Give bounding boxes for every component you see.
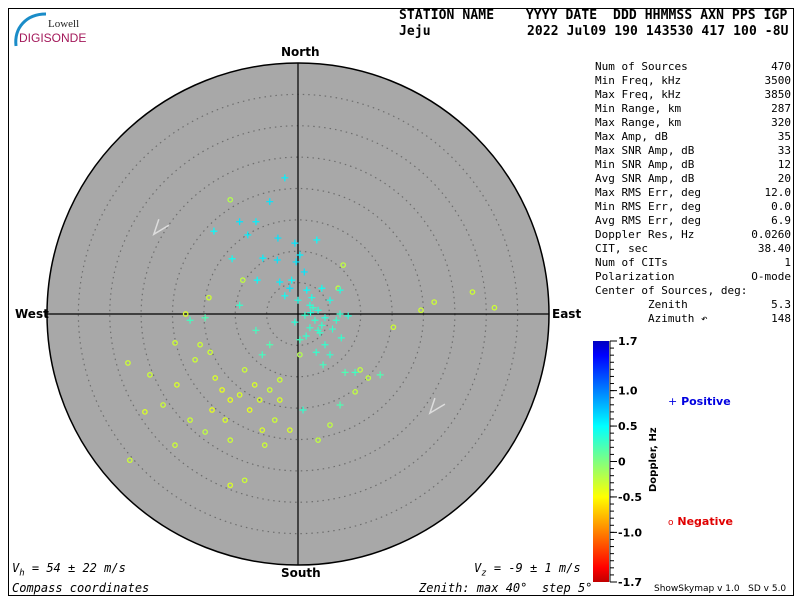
stat-label: Max Range, km xyxy=(595,116,682,129)
stat-row: Avg RMS Err, deg 6.9 xyxy=(595,214,791,228)
vh-value: = 54 ± 22 m/s xyxy=(24,561,126,575)
stat-label: Center of Sources, deg: xyxy=(595,284,748,297)
colorbar-tick-label: 0.5 xyxy=(618,420,638,433)
colorbar-tick-label: 1.0 xyxy=(618,385,638,398)
vertical-velocity: Vz = -9 ± 1 m/s xyxy=(474,561,581,578)
stat-label: CIT, sec xyxy=(595,242,648,255)
doppler-colorbar: 1.7 1.0 0.5 0 -0.5 -1.0 -1.7 xyxy=(593,335,642,589)
stat-label: Doppler Res, Hz xyxy=(595,228,695,241)
stat-row: Max Freq, kHz 3850 xyxy=(595,88,791,102)
legend-positive: + Positive xyxy=(668,395,731,408)
colorbar-fill xyxy=(593,341,609,582)
east-label: East xyxy=(552,307,582,321)
stat-value: 1 xyxy=(784,256,791,269)
vh-symbol: V xyxy=(12,561,20,575)
stat-row: Min Range, km 287 xyxy=(595,102,791,116)
stat-row: Doppler Res, Hz 0.0260 xyxy=(595,228,791,242)
stat-row: Min SNR Amp, dB 12 xyxy=(595,158,791,172)
vz-symbol: V xyxy=(474,561,482,575)
stat-row: Num of CITs 1 xyxy=(595,256,791,270)
stat-label: Max SNR Amp, dB xyxy=(595,144,695,157)
stat-label: Min Freq, kHz xyxy=(595,74,682,87)
figure-frame xyxy=(8,8,794,596)
stat-label: Avg RMS Err, deg xyxy=(595,214,701,227)
horizontal-velocity: Vh = 54 ± 22 m/s xyxy=(12,561,126,578)
stat-value: 6.9 xyxy=(771,214,791,227)
stat-label: Polarization xyxy=(595,270,675,283)
stat-value: 38.40 xyxy=(757,242,791,255)
stat-label: Num of CITs xyxy=(595,256,668,269)
stat-label: Min SNR Amp, dB xyxy=(595,158,695,171)
version-info: ShowSkymap v 1.0 SD v 5.0 xyxy=(654,584,787,594)
stat-label: Max Amp, dB xyxy=(595,130,668,143)
stat-label: Num of Sources xyxy=(595,60,688,73)
stat-row: Zenith 5.3 xyxy=(595,298,791,312)
header-labels: STATION NAME YYYY DATE DDD HHMMSS AXN PP… xyxy=(399,8,788,23)
colorbar-tick-label: -1.0 xyxy=(618,526,642,539)
west-label: West xyxy=(15,307,49,321)
stat-row: Max Amp, dB 35 xyxy=(595,130,791,144)
stat-row: Polarization O-mode xyxy=(595,270,791,284)
stat-value: 35 xyxy=(777,130,791,143)
logo-line2: DIGISONDE xyxy=(19,31,87,45)
stat-label: Max RMS Err, deg xyxy=(595,186,701,199)
vh-subscript: h xyxy=(19,568,25,579)
stat-row: CIT, sec 38.40 xyxy=(595,242,791,256)
stat-value: O-mode xyxy=(751,270,791,283)
legend-positive-label: Positive xyxy=(681,395,731,408)
stat-value: 33 xyxy=(777,144,791,157)
stat-row: Max RMS Err, deg 12.0 xyxy=(595,186,791,200)
colorbar-tick-label: -0.5 xyxy=(618,491,642,504)
stat-value: 287 xyxy=(771,102,791,115)
stat-value: 3500 xyxy=(764,74,792,87)
stat-row: Avg SNR Amp, dB 20 xyxy=(595,172,791,186)
stat-row: Max Range, km 320 xyxy=(595,116,791,130)
lowell-digisonde-logo xyxy=(14,12,47,47)
stat-value: 12.0 xyxy=(764,186,792,199)
stat-label: Min Range, km xyxy=(595,102,682,115)
stat-value: 5.3 xyxy=(771,298,791,311)
zenith-scale: Zenith: max 40° step 5° xyxy=(419,581,593,595)
vz-value: = -9 ± 1 m/s xyxy=(486,561,581,575)
north-label: North xyxy=(281,45,320,59)
stat-label: Max Freq, kHz xyxy=(595,88,682,101)
stat-label: Min RMS Err, deg xyxy=(595,200,701,213)
stat-value: 12 xyxy=(777,158,791,171)
stat-row: Num of Sources 470 xyxy=(595,60,791,74)
header-values: 2022 Jul09 190 143530 417 100 -8U xyxy=(527,24,789,39)
circle-marker-icon: o xyxy=(668,518,674,528)
stat-value: 3850 xyxy=(764,88,792,101)
logo-line1: Lowell xyxy=(48,18,80,30)
stat-value: 148 xyxy=(771,312,791,325)
coordinate-system: Compass coordinates xyxy=(12,581,150,595)
vz-subscript: z xyxy=(481,568,487,579)
colorbar-tick-label: 1.7 xyxy=(618,335,638,348)
stat-value: 320 xyxy=(771,116,791,129)
stat-row: Min RMS Err, deg 0.0 xyxy=(595,200,791,214)
stat-value: 20 xyxy=(777,172,791,185)
stat-value: 470 xyxy=(771,60,791,73)
logo-arc-icon xyxy=(14,12,47,47)
stat-label: Avg SNR Amp, dB xyxy=(595,172,695,185)
legend-negative-label: Negative xyxy=(677,515,733,528)
stat-label: Zenith xyxy=(595,298,688,311)
plus-marker-icon: + xyxy=(668,395,678,408)
colorbar-label: Doppler, Hz xyxy=(648,427,659,492)
legend-negative: o Negative xyxy=(668,515,733,528)
station-name: Jeju xyxy=(399,24,431,39)
stat-row: Azimuth ↶ 148 xyxy=(595,312,791,326)
colorbar-tick-label: 0 xyxy=(618,456,626,469)
stat-value: 0.0260 xyxy=(751,228,791,241)
colorbar-tick-label: -1.7 xyxy=(618,576,642,589)
stat-value: 0.0 xyxy=(771,200,791,213)
stat-row: Center of Sources, deg: xyxy=(595,284,791,298)
stat-row: Min Freq, kHz 3500 xyxy=(595,74,791,88)
stat-row: Max SNR Amp, dB 33 xyxy=(595,144,791,158)
stat-label: Azimuth ↶ xyxy=(595,312,708,325)
south-label: South xyxy=(281,566,321,580)
